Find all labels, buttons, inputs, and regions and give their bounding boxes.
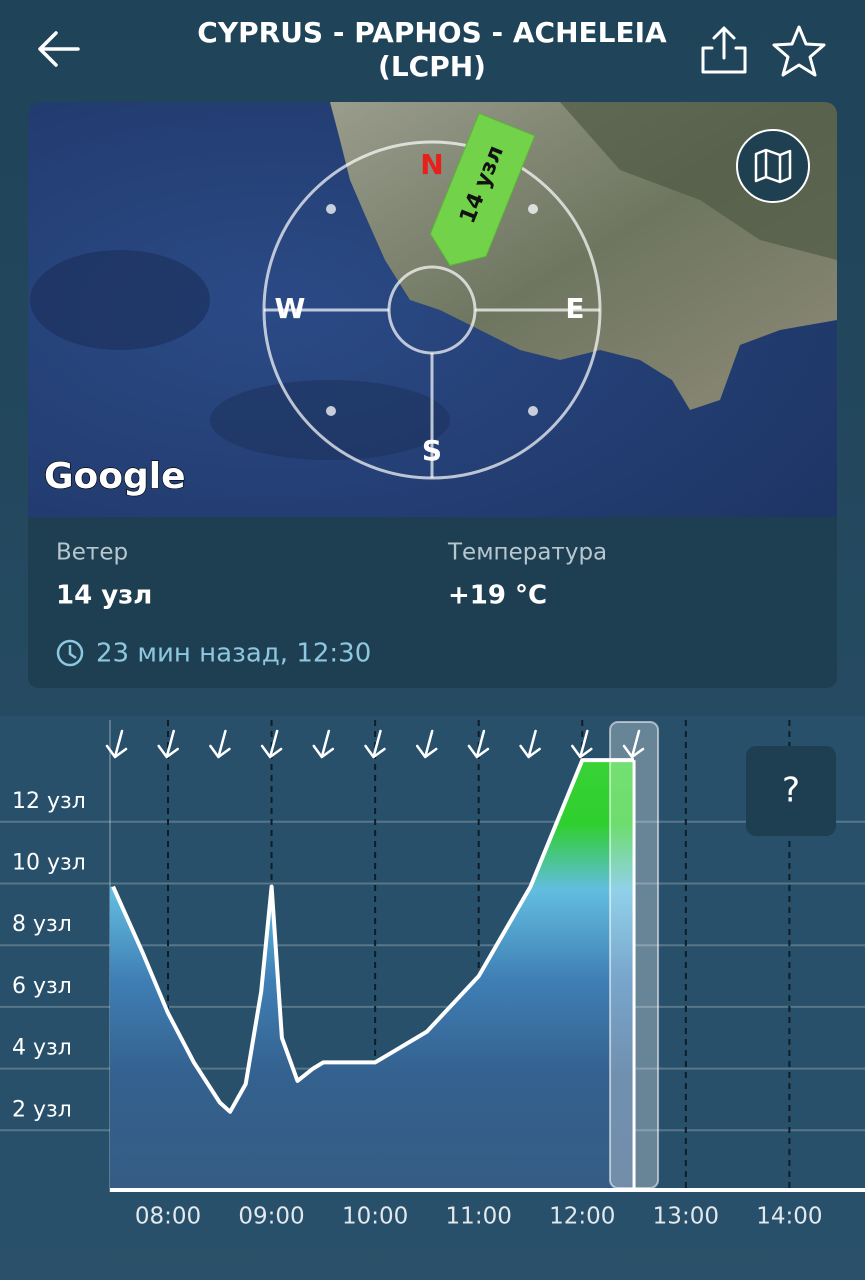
y-tick-label: 12 узл xyxy=(12,789,86,814)
area-fill xyxy=(110,760,635,1192)
y-tick-label: 2 узл xyxy=(12,1097,72,1122)
map-button[interactable] xyxy=(736,129,810,203)
x-tick-label: 13:00 xyxy=(653,1204,719,1230)
wind-line xyxy=(111,758,634,1114)
title: CYPRUS - PAPHOS - ACHELEIA xyxy=(197,16,667,49)
info-card xyxy=(28,517,837,688)
direction-arrow xyxy=(622,729,645,759)
direction-arrow xyxy=(571,729,593,759)
wind-chart: 2 узл 4 узл 6 узл 8 узл 10 узл 12 узл 08:00 09:… xyxy=(0,716,865,1246)
temperature-value: +19 °C xyxy=(448,581,547,611)
x-tick-label: 09:00 xyxy=(238,1204,304,1230)
direction-arrow xyxy=(105,729,128,759)
y-tick-label: 8 узл xyxy=(12,912,72,937)
y-tick-label: 6 узл xyxy=(12,974,72,999)
favorite-button[interactable] xyxy=(772,25,826,77)
direction-arrow xyxy=(209,729,231,759)
compass-east: E xyxy=(565,292,584,325)
x-tick-label: 14:00 xyxy=(756,1204,822,1230)
map-logo: Google xyxy=(44,456,186,497)
wind-value: 14 узл xyxy=(56,581,152,611)
back-button[interactable] xyxy=(38,31,80,67)
y-tick-label: 4 узл xyxy=(12,1036,72,1061)
help-label: ? xyxy=(782,771,800,811)
direction-arrow xyxy=(519,729,541,759)
x-tick-label: 12:00 xyxy=(549,1204,615,1230)
compass-north: N xyxy=(420,148,443,181)
updated-time: 23 мин назад, 12:30 xyxy=(96,639,371,669)
clock-icon xyxy=(56,639,84,667)
x-tick-label: 11:00 xyxy=(446,1204,512,1230)
compass-dots xyxy=(326,204,538,416)
help-button[interactable]: ? xyxy=(746,746,836,836)
x-tick-label: 08:00 xyxy=(135,1204,201,1230)
direction-arrow xyxy=(260,729,283,759)
y-tick-label: 10 узл xyxy=(12,851,86,876)
wind-label: Ветер xyxy=(56,540,128,566)
direction-arrow xyxy=(415,729,438,759)
wind-arrow: 14 узл xyxy=(429,112,536,267)
compass xyxy=(262,140,602,480)
direction-arrow xyxy=(467,729,490,759)
share-button[interactable] xyxy=(701,26,747,74)
title: (LCPH) xyxy=(378,50,486,83)
direction-arrow xyxy=(364,729,386,759)
compass-south: S xyxy=(422,434,442,467)
direction-arrow xyxy=(157,729,179,759)
x-tick-label: 10:00 xyxy=(342,1204,408,1230)
temperature-label: Температура xyxy=(447,540,607,566)
direction-arrow xyxy=(312,729,335,759)
compass-west: W xyxy=(275,292,306,325)
